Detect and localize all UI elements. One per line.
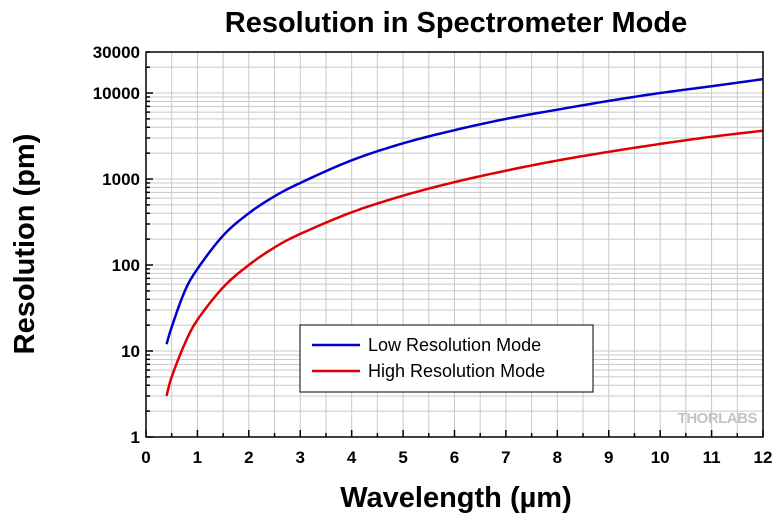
- legend-box: [299, 324, 594, 393]
- x-tick-label: 5: [398, 448, 407, 467]
- y-tick-label: 30000: [93, 43, 140, 62]
- x-tick-label: 8: [553, 448, 562, 467]
- x-tick-label: 11: [703, 448, 721, 467]
- x-tick-label: 2: [244, 448, 253, 467]
- x-tick-label: 10: [651, 448, 670, 467]
- series-layer: [165, 77, 764, 397]
- legend-label-low-resolution: Low Resolution Mode: [368, 335, 541, 355]
- y-tick-label: 100: [112, 256, 140, 275]
- axis-ticks: [145, 51, 764, 438]
- x-tick-label: 7: [501, 448, 510, 467]
- x-tick-label: 1: [193, 448, 202, 467]
- y-tick-label: 10000: [93, 84, 140, 103]
- y-tick-labels: 1 10 100 1000 10000 30000: [93, 43, 140, 447]
- x-tick-label: 6: [450, 448, 459, 467]
- series-line-1: [165, 129, 764, 397]
- x-tick-label: 12: [754, 448, 773, 467]
- chart-title: Resolution in Spectrometer Mode: [225, 7, 687, 39]
- x-tick-label: 3: [296, 448, 305, 467]
- y-tick-label: 1000: [102, 170, 140, 189]
- y-axis-label: Resolution (pm): [9, 134, 41, 355]
- x-tick-label: 9: [604, 448, 613, 467]
- y-tick-label: 1: [131, 428, 140, 447]
- legend: Low Resolution Mode High Resolution Mode: [299, 324, 594, 393]
- x-tick-label: 4: [347, 448, 357, 467]
- x-axis-label: Wavelength (µm): [340, 482, 572, 514]
- y-tick-label: 10: [121, 342, 140, 361]
- thorlabs-watermark: THORLABS: [678, 410, 758, 427]
- legend-label-high-resolution: High Resolution Mode: [368, 361, 545, 381]
- x-tick-label: 0: [141, 448, 150, 467]
- series-line-0: [165, 77, 764, 345]
- x-tick-labels: 0 1 2 3 4 5 6 7 8 9 10 11 12: [141, 448, 772, 467]
